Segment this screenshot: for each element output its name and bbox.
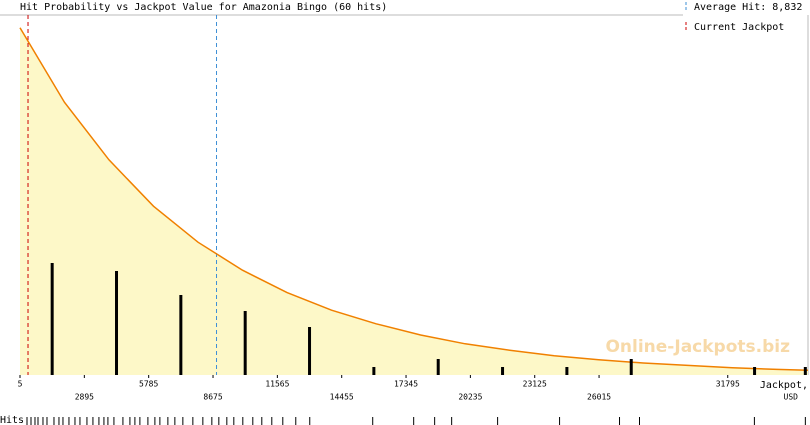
x-tick-label: 20235	[458, 393, 482, 402]
x-axis-label: USD	[784, 393, 799, 402]
curve-area	[20, 27, 808, 376]
watermark: Online-Jackpots.biz	[605, 337, 790, 357]
legend-label: Current Jackpot	[694, 22, 784, 33]
bar	[115, 271, 119, 375]
x-tick-label: 23125	[523, 380, 547, 389]
bar	[753, 367, 757, 375]
x-tick-label: 11565	[265, 380, 289, 389]
legend-label: Average Hit: 8,832	[694, 2, 802, 13]
bar	[372, 367, 376, 375]
x-tick-label: 31795	[716, 380, 740, 389]
x-tick-label: 2895	[75, 393, 94, 402]
chart-title: Hit Probability vs Jackpot Value for Ama…	[20, 2, 387, 13]
x-tick-label: 17345	[394, 380, 418, 389]
bar	[50, 263, 54, 375]
rug-label: Hits	[0, 415, 24, 425]
bar	[501, 367, 505, 375]
bar	[179, 295, 183, 375]
x-tick-label: 14455	[330, 393, 354, 402]
curve-line	[19, 27, 809, 371]
bar	[565, 367, 569, 375]
x-axis-label: Jackpot,	[760, 380, 808, 391]
bar	[308, 327, 312, 375]
bar	[243, 311, 247, 375]
x-tick-label: 26015	[587, 393, 611, 402]
x-tick-label: 8675	[203, 393, 222, 402]
bar	[629, 359, 633, 375]
bar	[803, 367, 807, 375]
bar	[436, 359, 440, 375]
x-tick-label: 5	[18, 380, 23, 389]
x-tick-label: 5785	[139, 380, 158, 389]
